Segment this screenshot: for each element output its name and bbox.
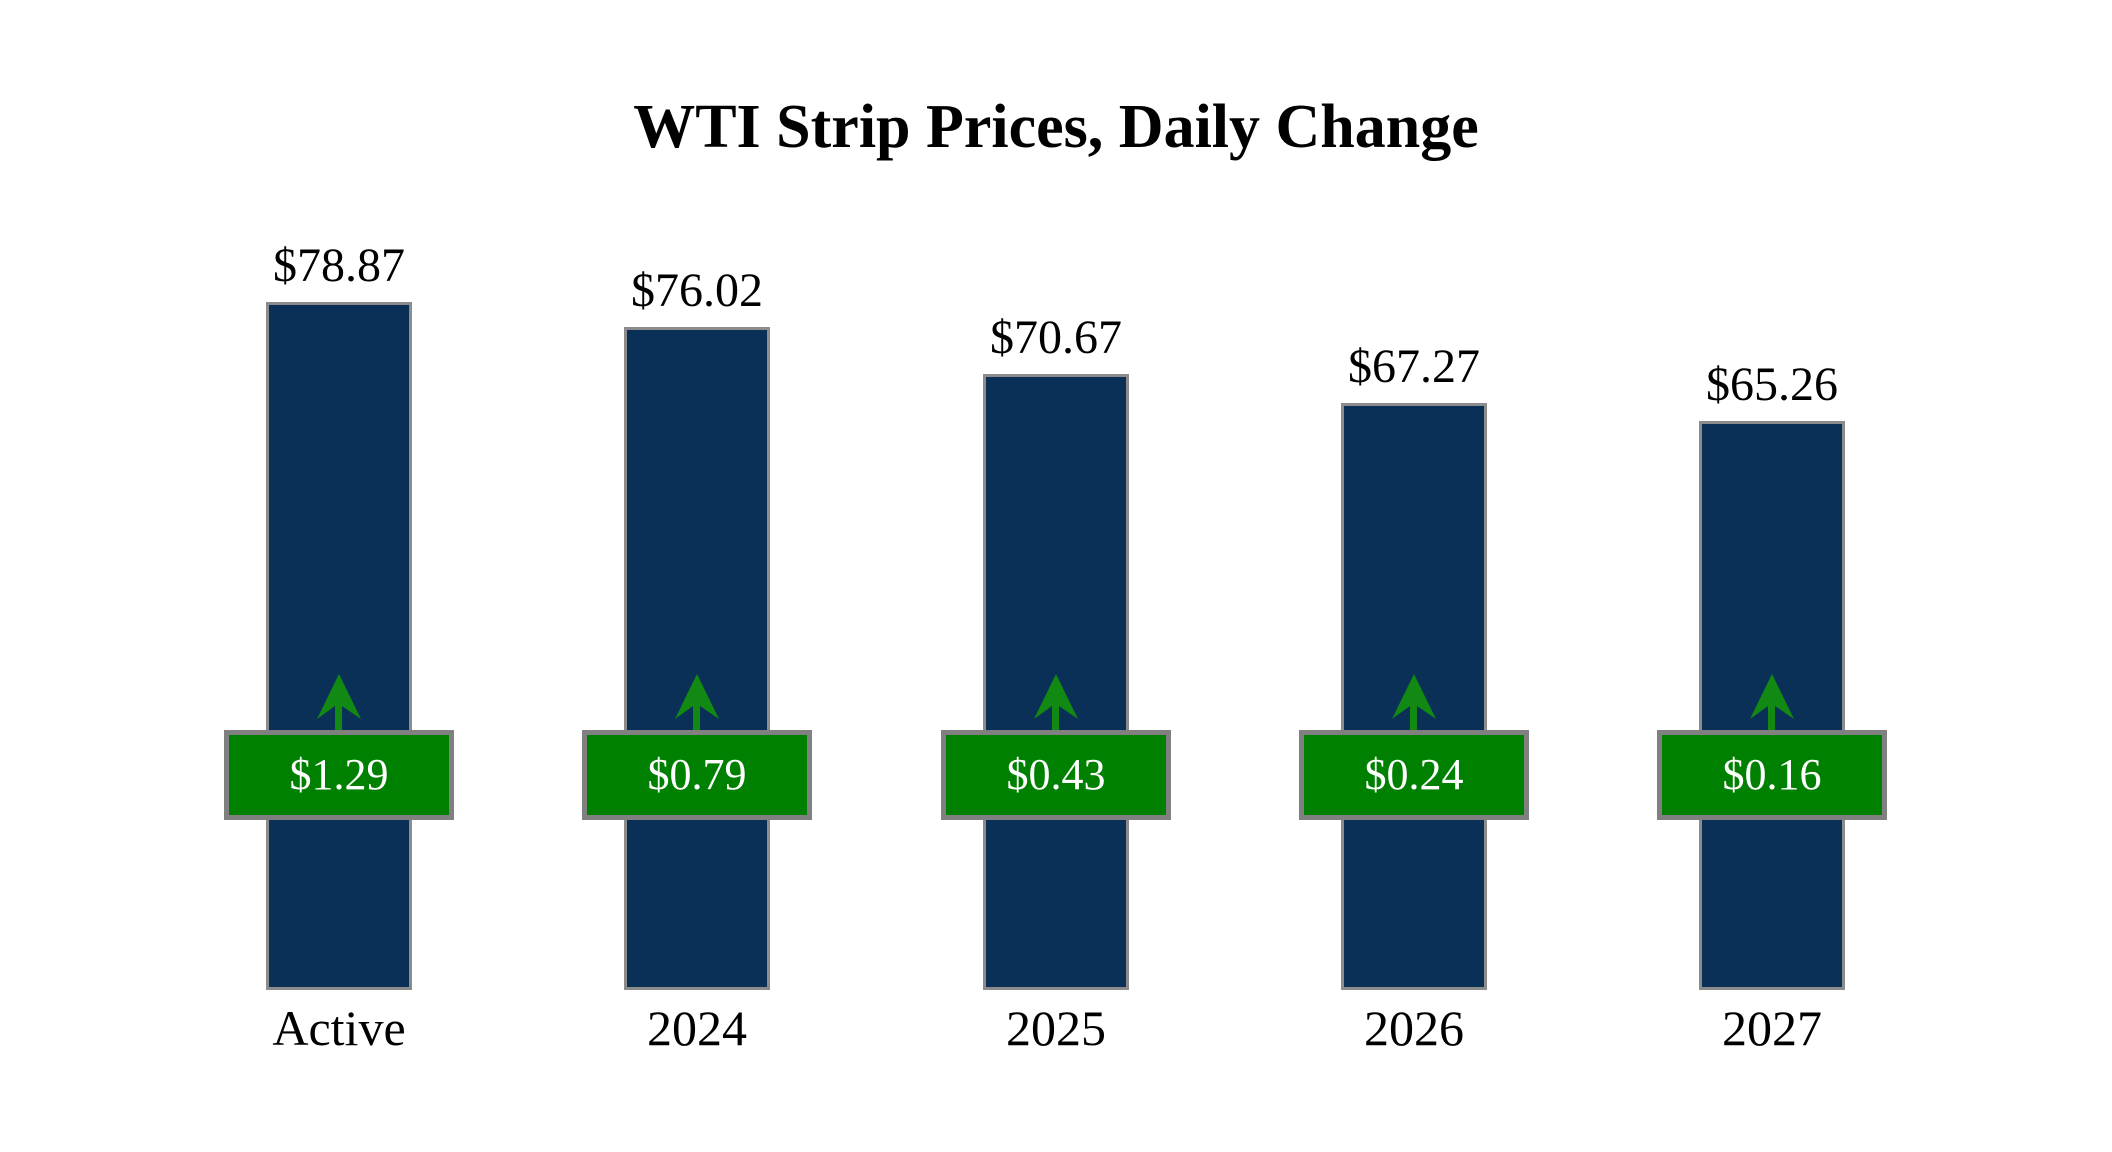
daily-change-badge: $0.24 bbox=[1299, 730, 1529, 820]
price-label: $70.67 bbox=[990, 311, 1122, 364]
up-arrow-icon bbox=[1029, 674, 1083, 730]
price-bar-active bbox=[266, 302, 412, 990]
daily-change-badge: $0.79 bbox=[582, 730, 812, 820]
daily-change-label: $0.16 bbox=[1722, 750, 1822, 799]
category-label: 2024 bbox=[647, 1000, 747, 1056]
daily-change-badge: $0.16 bbox=[1657, 730, 1887, 820]
category-label: Active bbox=[272, 1000, 406, 1056]
daily-change-label: $1.29 bbox=[289, 750, 389, 799]
price-bar-2024 bbox=[624, 327, 770, 990]
up-arrow-icon bbox=[312, 674, 366, 730]
daily-change-badge: $1.29 bbox=[224, 730, 454, 820]
price-label: $67.27 bbox=[1348, 340, 1480, 393]
chart-title: WTI Strip Prices, Daily Change bbox=[633, 93, 1479, 161]
category-label: 2027 bbox=[1722, 1000, 1822, 1056]
category-label: 2025 bbox=[1006, 1000, 1106, 1056]
price-label: $78.87 bbox=[273, 239, 405, 292]
up-arrow-icon bbox=[1745, 674, 1799, 730]
price-label: $65.26 bbox=[1706, 358, 1838, 411]
price-label: $76.02 bbox=[631, 264, 763, 317]
category-label: 2026 bbox=[1364, 1000, 1464, 1056]
daily-change-label: $0.43 bbox=[1006, 750, 1106, 799]
daily-change-badge: $0.43 bbox=[941, 730, 1171, 820]
up-arrow-icon bbox=[670, 674, 724, 730]
up-arrow-icon bbox=[1387, 674, 1441, 730]
daily-change-label: $0.24 bbox=[1364, 750, 1464, 799]
daily-change-label: $0.79 bbox=[647, 750, 747, 799]
